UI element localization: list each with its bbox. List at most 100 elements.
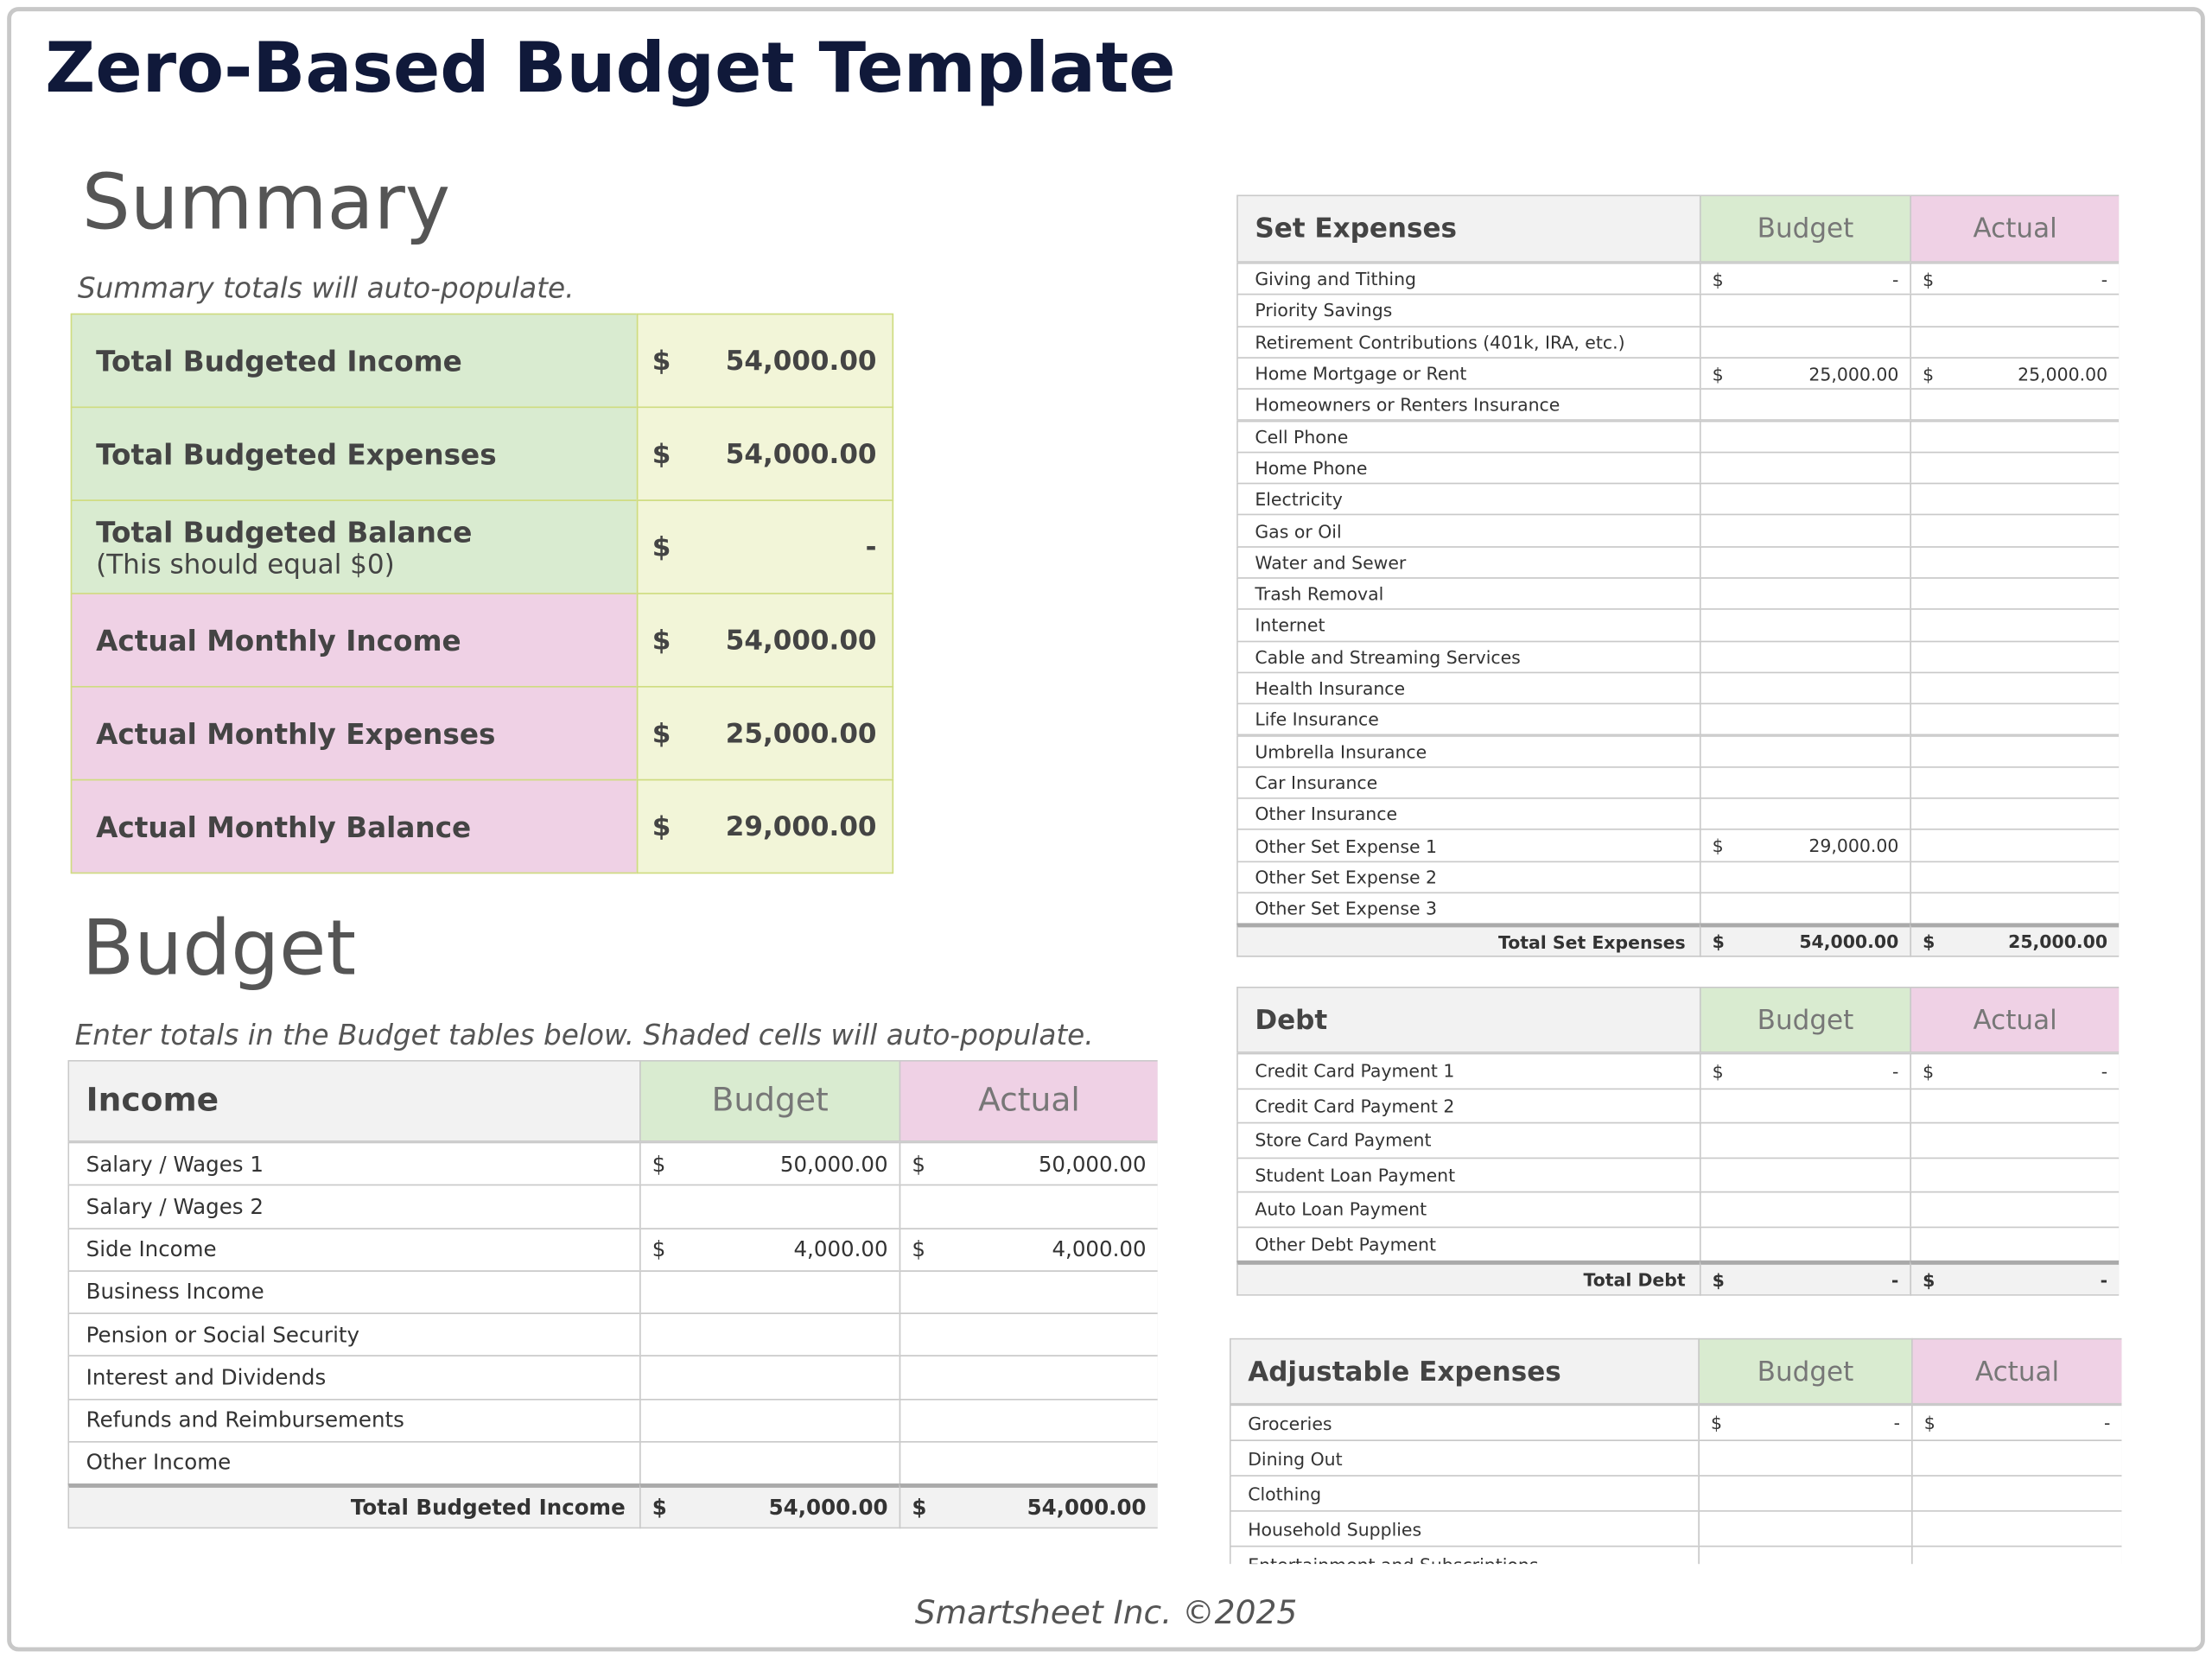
amount-cell [639, 1440, 901, 1485]
amount: 25,000.00 [1808, 362, 1899, 384]
label-text: Side Income [86, 1236, 217, 1262]
label-text: Other Set Expense 1 [1255, 835, 1438, 856]
amount-cell: $4,000.00 [899, 1227, 1158, 1272]
row-label: Internet [1236, 608, 1701, 642]
table-header: Actual [899, 1059, 1158, 1142]
currency: $ [1712, 931, 1725, 953]
currency: $ [652, 625, 671, 657]
row-label: Other Income [67, 1440, 641, 1485]
row-label: Salary / Wages 1 [67, 1141, 641, 1186]
amount-cell: $ - [1699, 1052, 1912, 1089]
label-text: Refunds and Reimbursements [86, 1407, 404, 1433]
amount-cell [1910, 325, 2120, 359]
amount-cell [1910, 514, 2120, 548]
label-text: Cable and Streaming Services [1255, 645, 1521, 668]
amount-cell [1699, 892, 1912, 925]
amount-cell [1911, 1545, 2122, 1565]
label-text: Entertainment and Subscriptions [1248, 1553, 1539, 1565]
amount: 54,000.00 [768, 1495, 888, 1521]
label-text: Groceries [1248, 1412, 1332, 1434]
row-label: Retirement Contributions (401k, IRA, etc… [1236, 325, 1701, 359]
row-label: Health Insurance [1236, 671, 1701, 705]
amount-cell [1910, 1191, 2120, 1228]
header-text: Debt [1255, 1004, 1328, 1036]
table: Income Budget Actual Salary / Wages 1 $50,00… [67, 1059, 1158, 1529]
header-text: Budget [711, 1083, 829, 1120]
row-label: Household Supplies [1229, 1510, 1700, 1547]
amount: 25,000.00 [2018, 362, 2108, 384]
amount-cell [1910, 294, 2120, 327]
amount-cell [1699, 482, 1912, 516]
row-label: Homeowners or Renters Insurance [1236, 388, 1701, 422]
amount-cell [1699, 451, 1912, 485]
amount-cell [1910, 1121, 2120, 1159]
row-label: Groceries [1229, 1404, 1700, 1442]
summary-label-text: Total Budgeted Balance [96, 514, 473, 549]
label-text: Internet [1255, 614, 1325, 636]
amount-cell [639, 1398, 901, 1443]
currency: $ [1712, 268, 1724, 290]
label-text: Other Set Expense 2 [1255, 866, 1438, 888]
row-label: Pension or Social Security [67, 1312, 641, 1357]
row-label: Trash Removal [1236, 577, 1701, 611]
amount-cell: $50,000.00 [899, 1141, 1158, 1186]
label-text: Car Insurance [1255, 772, 1378, 794]
amount: 54,000.00 [1027, 1495, 1147, 1521]
amount-cell: $50,000.00 [639, 1141, 901, 1186]
table-header: Actual [1910, 986, 2120, 1053]
row-label: Car Insurance [1236, 765, 1701, 799]
row-label: Electricity [1236, 482, 1701, 516]
amount-cell [1910, 1225, 2120, 1262]
summary-label-text: Actual Monthly Balance [96, 809, 472, 844]
amount: 54,000.00 [1799, 931, 1899, 953]
amount-cell [1699, 577, 1912, 611]
amount-cell: $ - [1911, 1404, 2122, 1442]
amount-cell [1910, 1087, 2120, 1124]
label-text: Home Phone [1255, 457, 1368, 479]
label-text: Salary / Wages 2 [86, 1193, 264, 1220]
amount-cell: $ - [1910, 1052, 2120, 1089]
amount: - [2100, 1268, 2108, 1291]
amount-cell [1698, 1510, 1913, 1547]
amount-cell [1910, 640, 2120, 674]
header-text: Budget [1757, 1004, 1854, 1036]
amount-cell [639, 1355, 901, 1400]
amount-cell [899, 1440, 1158, 1485]
label-text: Retirement Contributions (401k, IRA, etc… [1255, 331, 1625, 353]
header-text: Income [86, 1083, 219, 1120]
label-text: Credit Card Payment 2 [1255, 1095, 1455, 1116]
label-text: Priority Savings [1255, 300, 1393, 321]
amount: 4,000.00 [793, 1236, 888, 1262]
amount-cell [639, 1312, 901, 1357]
row-label: Umbrella Insurance [1236, 734, 1701, 768]
label-text: Total Budgeted Income [350, 1495, 626, 1521]
row-label: Water and Sewer [1236, 545, 1701, 579]
currency: $ [652, 439, 671, 471]
amount: 4,000.00 [1052, 1236, 1147, 1262]
amount-cell: $54,000.00 [1699, 923, 1912, 958]
amount-cell: $54,000.00 [899, 1483, 1158, 1529]
amount-cell: $ - [1699, 262, 1912, 295]
row-label: Other Insurance [1236, 797, 1701, 831]
row-label: Credit Card Payment 1 [1236, 1052, 1701, 1089]
amount: 50,000.00 [779, 1151, 888, 1177]
total-label: Total Set Expenses [1236, 923, 1701, 958]
label-text: Other Income [86, 1450, 232, 1476]
amount-cell [1699, 388, 1912, 422]
row-label: Side Income [67, 1227, 641, 1272]
label-text: Household Supplies [1248, 1518, 1422, 1540]
label-text: Total Set Expenses [1498, 931, 1686, 953]
amount-cell [1911, 1475, 2122, 1512]
table-header: Debt [1236, 986, 1701, 1053]
amount: - [1891, 1268, 1899, 1291]
label-text: Total Debt [1583, 1268, 1686, 1291]
table-header: Actual [1911, 1337, 2122, 1405]
row-label: Home Mortgage or Rent [1236, 357, 1701, 391]
table-header: Budget [1699, 194, 1912, 263]
amount-cell [1699, 671, 1912, 705]
row-label: Priority Savings [1236, 294, 1701, 327]
label-text: Salary / Wages 1 [86, 1151, 264, 1177]
label-text: Giving and Tithing [1255, 268, 1416, 290]
amount-cell [1910, 420, 2120, 454]
currency: $ [652, 1151, 666, 1177]
